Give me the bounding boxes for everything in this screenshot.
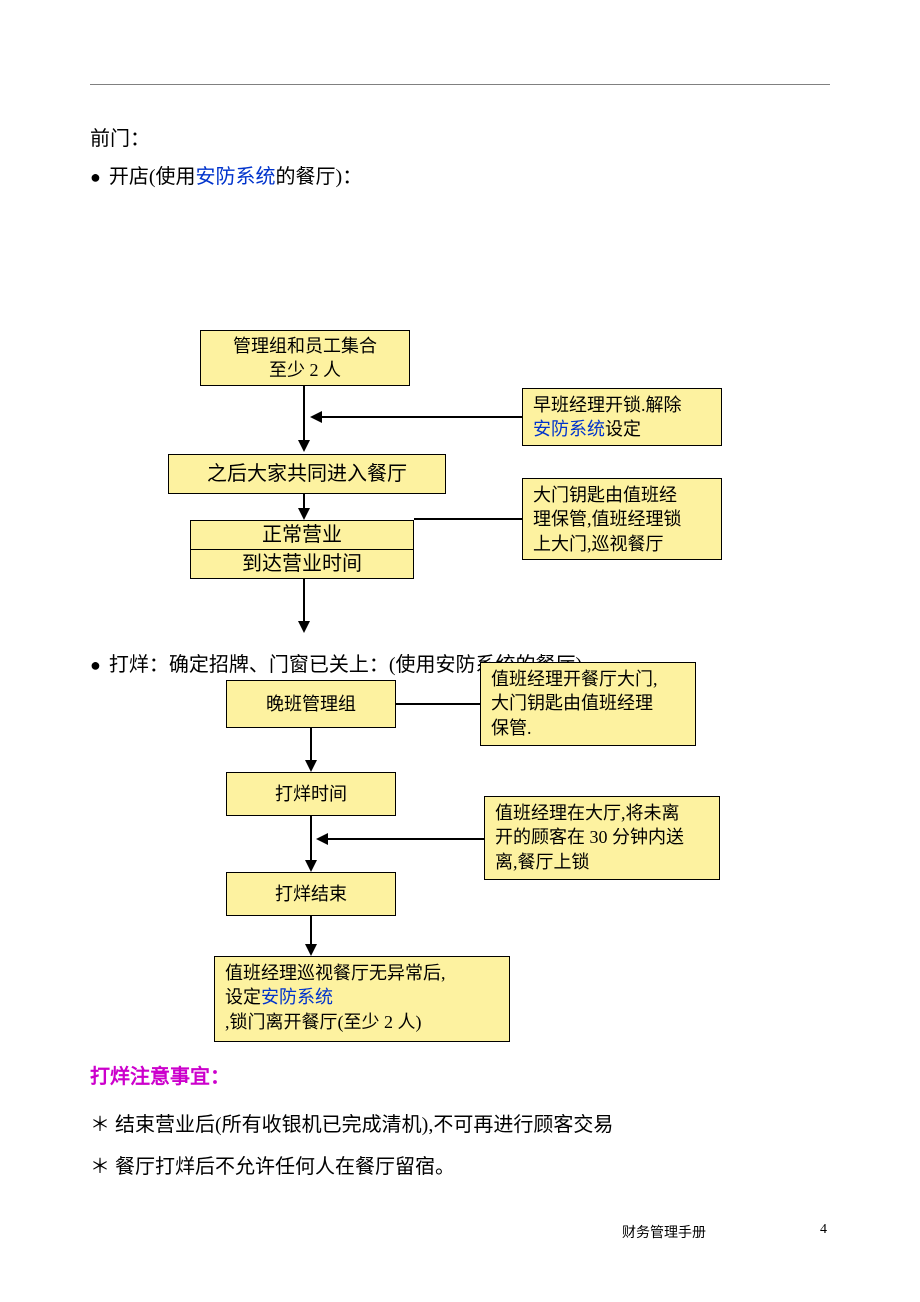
flow1-side2: 大门钥匙由值班经 理保管,值班经理锁 上大门,巡视餐厅 [522, 478, 722, 560]
bullet1-suffix: 的餐厅)： [276, 166, 363, 188]
arrow-line [396, 703, 480, 705]
flow1-side1: 早班经理开锁.解除 安防系统设定 [522, 388, 722, 446]
flow1-node3b: 到达营业时间 [190, 549, 414, 579]
flow1-node3a: 正常营业 [190, 520, 414, 550]
flow2-final: 值班经理巡视餐厅无异常后, 设定安防系统 ,锁门离开餐厅(至少 2 人) [214, 956, 510, 1042]
arrow-line [320, 416, 522, 418]
arrow-down-icon [298, 621, 310, 633]
flow1-node3b-text: 到达营业时间 [242, 551, 362, 578]
flow2-side2-l1: 值班经理在大厅,将未离 [495, 801, 680, 825]
flow1-node1: 管理组和员工集合 至少 2 人 [200, 330, 410, 386]
arrow-line [303, 386, 305, 442]
flow1-side2-l3: 上大门,巡视餐厅 [533, 532, 664, 556]
flow1-node1-l2: 至少 2 人 [269, 358, 341, 382]
document-page: 前门： ● 开店(使用安防系统的餐厅)： 管理组和员工集合 至少 2 人 早班经… [0, 0, 920, 1302]
flow2-side2-l3: 离,餐厅上锁 [495, 850, 590, 874]
note2-text: 餐厅打烊后不允许任何人在餐厅留宿。 [115, 1156, 455, 1178]
bullet-icon: ● [90, 655, 101, 676]
flow1-node2: 之后大家共同进入餐厅 [168, 454, 446, 494]
arrow-down-icon [305, 944, 317, 956]
flow2-side1: 值班经理开餐厅大门, 大门钥匙由值班经理 保管. [480, 662, 696, 746]
flow2-node1-text: 晚班管理组 [266, 692, 356, 716]
notice-label: 打烊注意事宜： [90, 1060, 230, 1089]
flow2-side2: 值班经理在大厅,将未离 开的顾客在 30 分钟内送 离,餐厅上锁 [484, 796, 720, 880]
flow2-final-l3: ,锁门离开餐厅(至少 2 人) [225, 1010, 422, 1034]
arrow-down-icon [298, 440, 310, 452]
flow1-side1-l1: 早班经理开锁.解除 [533, 393, 682, 417]
flow1-side1-l2b: 设定 [605, 419, 641, 439]
arrow-line [310, 916, 312, 946]
flow2-side1-l1: 值班经理开餐厅大门, [491, 667, 658, 691]
footer-title: 财务管理手册 [622, 1222, 706, 1242]
note1-text: 结束营业后(所有收银机已完成清机),不可再进行顾客交易 [115, 1114, 613, 1136]
arrow-line [326, 838, 484, 840]
arrow-line [310, 816, 312, 862]
arrow-left-icon [310, 411, 322, 423]
bullet-open: ● 开店(使用安防系统的餐厅)： [90, 160, 362, 189]
flow2-final-l2a: 设定 [225, 987, 261, 1007]
flow1-node1-l1: 管理组和员工集合 [233, 334, 377, 358]
flow1-side2-l1: 大门钥匙由值班经 [533, 483, 677, 507]
arrow-down-icon [298, 508, 310, 520]
section-title: 前门： [90, 122, 150, 151]
flow1-node3a-text: 正常营业 [262, 522, 342, 549]
flow1-side2-l2: 理保管,值班经理锁 [533, 507, 682, 531]
arrow-down-icon [305, 760, 317, 772]
flow2-side2-l2: 开的顾客在 30 分钟内送 [495, 825, 684, 849]
flow2-node2: 打烊时间 [226, 772, 396, 816]
flow2-node1: 晚班管理组 [226, 680, 396, 728]
header-rule [90, 84, 830, 85]
flow2-final-link: 安防系统 [261, 987, 333, 1007]
arrow-line [310, 728, 312, 762]
flow2-side1-l2: 大门钥匙由值班经理 [491, 691, 653, 715]
arrow-line [303, 579, 305, 623]
flow1-side1-link: 安防系统 [533, 419, 605, 439]
note1: ＊ 结束营业后(所有收银机已完成清机),不可再进行顾客交易 [90, 1108, 613, 1137]
star-icon: ＊ [90, 1156, 110, 1178]
star-icon: ＊ [90, 1114, 110, 1136]
footer-page-number: 4 [820, 1222, 827, 1238]
bullet1-prefix: 开店(使用 [109, 166, 196, 188]
flow2-node3-text: 打烊结束 [275, 882, 347, 906]
arrow-line [414, 518, 522, 520]
arrow-left-icon [316, 833, 328, 845]
flow2-final-l1: 值班经理巡视餐厅无异常后, [225, 961, 446, 985]
note2: ＊ 餐厅打烊后不允许任何人在餐厅留宿。 [90, 1150, 455, 1179]
flow2-node3: 打烊结束 [226, 872, 396, 916]
flow2-node2-text: 打烊时间 [275, 782, 347, 806]
flow2-side1-l3: 保管. [491, 716, 532, 740]
bullet-icon: ● [90, 167, 101, 188]
bullet1-link: 安防系统 [196, 166, 276, 188]
flow1-node2-text: 之后大家共同进入餐厅 [207, 461, 407, 488]
arrow-down-icon [305, 860, 317, 872]
